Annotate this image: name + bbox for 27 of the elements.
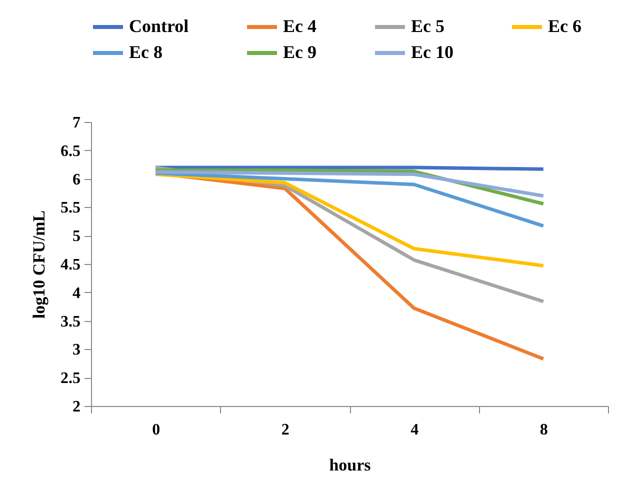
line-series [154, 170, 546, 198]
y-tick-label: 7 [72, 114, 80, 132]
legend-label: Ec 4 [283, 16, 316, 36]
legend-label: Control [129, 16, 189, 36]
y-tick-label: 3.5 [60, 313, 80, 330]
x-tick-label: 8 [540, 422, 548, 438]
y-tick-label: 5.5 [60, 200, 80, 217]
x-tick-label: 0 [152, 422, 160, 438]
y-tick-label: 3 [72, 342, 80, 359]
x-axis-title: hours [329, 456, 372, 474]
x-tick-label: 4 [410, 422, 419, 438]
legend-label: Ec 5 [411, 16, 444, 36]
line-series [154, 172, 546, 268]
y-tick-label: 4.5 [60, 256, 80, 274]
y-tick-label: 4 [72, 284, 80, 302]
y-tick-label: 2 [72, 398, 80, 416]
legend-label: Ec 10 [411, 42, 454, 62]
y-tick-label: 5 [72, 228, 80, 246]
legend-label: Ec 8 [129, 42, 162, 62]
y-tick-label: 6 [72, 171, 80, 188]
legend-label: Ec 6 [548, 16, 582, 36]
line-series [154, 171, 546, 228]
y-axis-title: log10 CFU/mL [30, 210, 48, 319]
x-tick-label: 2 [281, 422, 290, 438]
legend-label: Ec 9 [283, 42, 316, 62]
y-tick-label: 6.5 [60, 142, 80, 160]
y-tick-label: 2.5 [60, 370, 80, 388]
